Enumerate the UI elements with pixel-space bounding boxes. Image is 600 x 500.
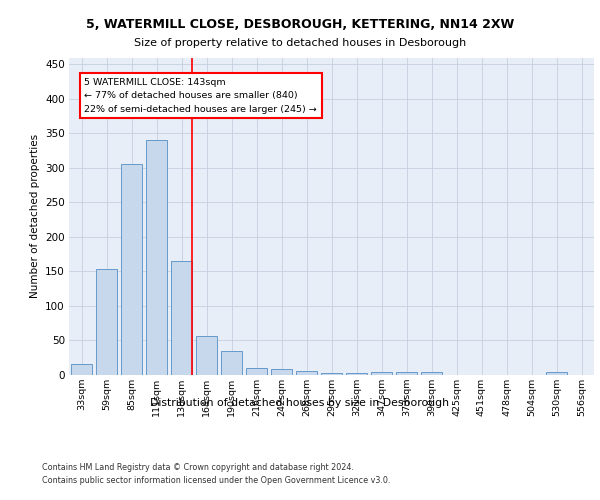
Bar — [296, 371, 317, 375]
Bar — [146, 140, 167, 375]
Text: Contains HM Land Registry data © Crown copyright and database right 2024.: Contains HM Land Registry data © Crown c… — [42, 462, 354, 471]
Bar — [196, 336, 217, 375]
Bar — [371, 372, 392, 375]
Text: 5, WATERMILL CLOSE, DESBOROUGH, KETTERING, NN14 2XW: 5, WATERMILL CLOSE, DESBOROUGH, KETTERIN… — [86, 18, 514, 30]
Bar — [246, 368, 267, 375]
Y-axis label: Number of detached properties: Number of detached properties — [29, 134, 40, 298]
Bar — [546, 372, 567, 375]
Bar — [346, 373, 367, 375]
Bar — [321, 373, 342, 375]
Bar — [96, 270, 117, 375]
Bar — [271, 370, 292, 375]
Bar — [171, 261, 192, 375]
Text: 5 WATERMILL CLOSE: 143sqm
← 77% of detached houses are smaller (840)
22% of semi: 5 WATERMILL CLOSE: 143sqm ← 77% of detac… — [85, 78, 317, 114]
Bar — [396, 372, 417, 375]
Bar — [421, 372, 442, 375]
Text: Distribution of detached houses by size in Desborough: Distribution of detached houses by size … — [151, 398, 449, 407]
Text: Size of property relative to detached houses in Desborough: Size of property relative to detached ho… — [134, 38, 466, 48]
Text: Contains public sector information licensed under the Open Government Licence v3: Contains public sector information licen… — [42, 476, 391, 485]
Bar — [221, 351, 242, 375]
Bar — [121, 164, 142, 375]
Bar — [71, 364, 92, 375]
